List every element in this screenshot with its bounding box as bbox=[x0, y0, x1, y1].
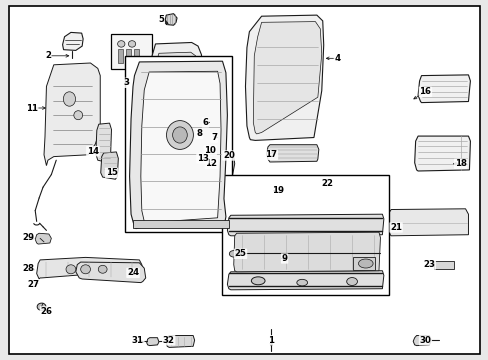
Text: 30: 30 bbox=[419, 336, 430, 345]
Bar bbox=[111, 34, 151, 69]
Ellipse shape bbox=[37, 303, 46, 310]
Text: 6: 6 bbox=[202, 118, 208, 127]
Text: 29: 29 bbox=[22, 233, 34, 242]
Polygon shape bbox=[233, 232, 380, 272]
Polygon shape bbox=[245, 15, 323, 140]
Text: 17: 17 bbox=[265, 150, 277, 159]
Polygon shape bbox=[147, 42, 203, 150]
Ellipse shape bbox=[74, 111, 82, 120]
Polygon shape bbox=[154, 52, 198, 140]
Polygon shape bbox=[96, 123, 111, 163]
Text: 8: 8 bbox=[196, 129, 202, 138]
Ellipse shape bbox=[221, 166, 228, 173]
Ellipse shape bbox=[81, 265, 90, 274]
Text: 27: 27 bbox=[27, 280, 39, 289]
Polygon shape bbox=[412, 336, 430, 346]
Ellipse shape bbox=[222, 151, 229, 157]
Bar bbox=[134, 49, 139, 63]
Polygon shape bbox=[62, 32, 83, 50]
Text: 18: 18 bbox=[454, 159, 466, 168]
Polygon shape bbox=[37, 257, 142, 279]
Text: 22: 22 bbox=[321, 179, 333, 188]
Polygon shape bbox=[203, 150, 234, 179]
Text: 32: 32 bbox=[163, 336, 174, 345]
Polygon shape bbox=[76, 262, 145, 283]
Text: 3: 3 bbox=[123, 78, 129, 87]
Ellipse shape bbox=[172, 127, 187, 143]
Ellipse shape bbox=[66, 265, 76, 274]
Ellipse shape bbox=[233, 253, 244, 261]
Ellipse shape bbox=[166, 121, 193, 149]
Polygon shape bbox=[227, 214, 383, 236]
Polygon shape bbox=[44, 63, 100, 166]
Text: 20: 20 bbox=[223, 151, 234, 160]
Text: 4: 4 bbox=[334, 54, 340, 63]
Ellipse shape bbox=[251, 277, 264, 285]
Ellipse shape bbox=[296, 279, 307, 286]
Text: 21: 21 bbox=[389, 223, 401, 232]
Polygon shape bbox=[165, 14, 177, 25]
Ellipse shape bbox=[206, 149, 215, 155]
Bar bbox=[118, 49, 123, 63]
Ellipse shape bbox=[224, 162, 230, 166]
Text: 25: 25 bbox=[234, 249, 246, 258]
Text: 11: 11 bbox=[26, 104, 38, 112]
Polygon shape bbox=[253, 22, 321, 134]
Text: 16: 16 bbox=[419, 87, 430, 96]
Polygon shape bbox=[166, 336, 194, 347]
Bar bbox=[222, 175, 388, 295]
Polygon shape bbox=[315, 176, 352, 194]
Polygon shape bbox=[386, 209, 468, 236]
Ellipse shape bbox=[98, 265, 107, 273]
Ellipse shape bbox=[358, 259, 372, 268]
Text: 7: 7 bbox=[211, 133, 217, 142]
Text: 12: 12 bbox=[205, 159, 217, 168]
Text: 15: 15 bbox=[105, 168, 117, 177]
Text: 19: 19 bbox=[271, 186, 283, 195]
Ellipse shape bbox=[212, 132, 224, 140]
Text: 10: 10 bbox=[204, 146, 216, 155]
Polygon shape bbox=[237, 184, 272, 196]
Bar bbox=[126, 49, 131, 63]
Polygon shape bbox=[129, 61, 227, 229]
Text: 14: 14 bbox=[87, 147, 99, 156]
Polygon shape bbox=[227, 271, 383, 290]
Ellipse shape bbox=[117, 41, 125, 47]
Polygon shape bbox=[147, 138, 168, 148]
Text: 2: 2 bbox=[45, 51, 51, 60]
Bar bbox=[133, 220, 228, 228]
Ellipse shape bbox=[211, 164, 219, 171]
Polygon shape bbox=[101, 152, 118, 179]
Ellipse shape bbox=[63, 92, 76, 106]
Ellipse shape bbox=[128, 41, 136, 47]
Ellipse shape bbox=[197, 128, 213, 140]
Text: 9: 9 bbox=[281, 254, 287, 263]
Polygon shape bbox=[141, 71, 221, 223]
Text: 28: 28 bbox=[22, 264, 34, 273]
Ellipse shape bbox=[346, 278, 357, 285]
Polygon shape bbox=[266, 145, 318, 162]
Bar bbox=[124, 56, 232, 232]
Polygon shape bbox=[35, 233, 51, 244]
Text: 26: 26 bbox=[41, 307, 52, 316]
Ellipse shape bbox=[201, 131, 209, 137]
Text: 1: 1 bbox=[268, 336, 274, 345]
Text: 23: 23 bbox=[423, 260, 434, 269]
Text: 31: 31 bbox=[132, 336, 143, 345]
Bar bbox=[433, 261, 453, 269]
Ellipse shape bbox=[229, 251, 238, 257]
Text: 24: 24 bbox=[127, 269, 139, 277]
Text: 5: 5 bbox=[158, 15, 164, 24]
Polygon shape bbox=[417, 75, 469, 103]
Text: 13: 13 bbox=[197, 154, 208, 163]
Polygon shape bbox=[414, 136, 469, 171]
Bar bbox=[352, 257, 374, 270]
Polygon shape bbox=[146, 338, 159, 346]
